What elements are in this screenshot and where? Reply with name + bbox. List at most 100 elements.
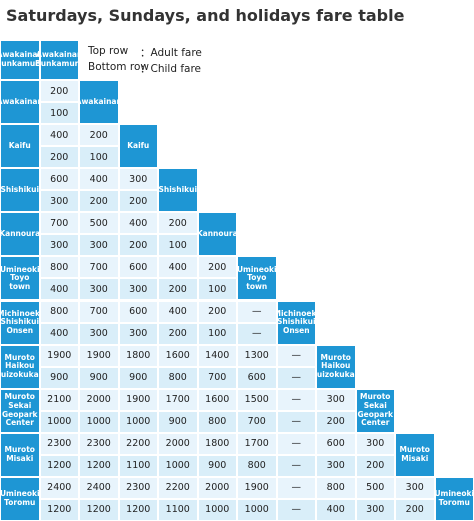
adult-fare: 800: [39, 256, 79, 279]
child-fare: 600: [237, 366, 277, 389]
child-fare: 1000: [118, 410, 158, 433]
adult-fare: 2300: [118, 476, 158, 499]
legend-label: Top row: [88, 45, 129, 57]
adult-fare: 1900: [39, 344, 79, 367]
child-fare: 300: [79, 234, 119, 257]
child-fare: 1000: [237, 498, 277, 521]
child-fare: 300: [316, 454, 356, 477]
child-fare: 200: [316, 410, 356, 433]
child-fare: 1000: [39, 410, 79, 433]
adult-fare: 1600: [197, 388, 237, 411]
adult-fare: —: [276, 388, 316, 411]
row-station: Muroto Haikou Suizokukan: [0, 344, 44, 389]
row-station: Muroto Sekai Geopark Center: [0, 388, 40, 433]
adult-fare: 300: [118, 168, 158, 191]
child-fare: 1200: [39, 498, 79, 521]
adult-fare: 2400: [39, 476, 79, 499]
adult-fare: 500: [355, 476, 395, 499]
column-station: Awakainan: [76, 80, 122, 125]
child-fare: 900: [158, 410, 198, 433]
child-fare: 1200: [79, 498, 119, 521]
child-fare: 300: [79, 322, 119, 345]
child-fare: 1000: [197, 498, 237, 521]
adult-fare: 2300: [79, 432, 119, 455]
adult-fare: 1800: [118, 344, 158, 367]
adult-fare: 1800: [197, 432, 237, 455]
child-fare: 400: [316, 498, 356, 521]
child-fare: —: [276, 410, 316, 433]
title: Saturdays, Sundays, and holidays fare ta…: [6, 6, 405, 25]
child-fare: 1200: [118, 498, 158, 521]
legend-meaning: ：Adult fare: [140, 47, 202, 59]
child-fare: 900: [197, 454, 237, 477]
adult-fare: 1700: [158, 388, 198, 411]
adult-fare: 2000: [197, 476, 237, 499]
child-fare: 200: [395, 498, 435, 521]
row-station: Awakainan Bunkamura: [0, 40, 44, 80]
adult-fare: 2100: [39, 388, 79, 411]
row-station: Awakainan: [0, 80, 43, 125]
adult-fare: —: [276, 344, 316, 367]
child-fare: 300: [39, 234, 79, 257]
adult-fare: 300: [355, 432, 395, 455]
adult-fare: 200: [197, 300, 237, 323]
child-fare: 300: [118, 322, 158, 345]
child-fare: 1200: [39, 454, 79, 477]
child-fare: 100: [39, 102, 79, 125]
adult-fare: 2400: [79, 476, 119, 499]
row-station: Umineoki Toyo town: [0, 256, 40, 301]
adult-fare: 200: [79, 124, 119, 147]
adult-fare: 1700: [237, 432, 277, 455]
child-fare: 1200: [79, 454, 119, 477]
column-station: Muroto Haikou Suizokukan: [311, 344, 360, 389]
child-fare: 300: [118, 278, 158, 301]
column-station: Muroto Misaki: [395, 432, 435, 477]
row-station: Michinoeki Shishikui Onsen: [0, 300, 43, 345]
adult-fare: 400: [118, 212, 158, 235]
child-fare: —: [276, 498, 316, 521]
child-fare: 300: [79, 278, 119, 301]
adult-fare: 600: [118, 256, 158, 279]
adult-fare: 2000: [158, 432, 198, 455]
adult-fare: 700: [79, 300, 119, 323]
adult-fare: 600: [39, 168, 79, 191]
child-fare: 900: [118, 366, 158, 389]
child-fare: 300: [355, 498, 395, 521]
row-station: Muroto Misaki: [0, 432, 40, 477]
adult-fare: 300: [395, 476, 435, 499]
child-fare: —: [276, 366, 316, 389]
child-fare: 100: [79, 146, 119, 169]
child-fare: 700: [197, 366, 237, 389]
child-fare: 900: [79, 366, 119, 389]
child-fare: 300: [39, 190, 79, 213]
child-fare: 100: [158, 234, 198, 257]
legend-label: Bottom row: [88, 61, 149, 73]
adult-fare: —: [276, 476, 316, 499]
adult-fare: 700: [39, 212, 79, 235]
adult-fare: 200: [39, 80, 79, 103]
row-station: Shishikui: [0, 168, 40, 213]
child-fare: 200: [79, 190, 119, 213]
child-fare: 400: [39, 322, 79, 345]
child-fare: 1100: [118, 454, 158, 477]
child-fare: 200: [158, 278, 198, 301]
column-station: Muroto Sekai Geopark Center: [355, 388, 395, 433]
adult-fare: 2200: [118, 432, 158, 455]
child-fare: 1000: [158, 454, 198, 477]
adult-fare: 2200: [158, 476, 198, 499]
adult-fare: 200: [158, 212, 198, 235]
child-fare: 800: [158, 366, 198, 389]
child-fare: 800: [197, 410, 237, 433]
child-fare: 1000: [79, 410, 119, 433]
adult-fare: —: [237, 300, 277, 323]
child-fare: 700: [237, 410, 277, 433]
column-station: Umineoki Toyo town: [237, 256, 277, 301]
adult-fare: 1300: [237, 344, 277, 367]
column-station: Shishikui: [158, 168, 198, 213]
column-station: Michinoeki Shishikui Onsen: [273, 300, 319, 345]
child-fare: 100: [197, 278, 237, 301]
child-fare: 200: [118, 234, 158, 257]
row-station: Kannoura: [0, 212, 40, 257]
adult-fare: 700: [79, 256, 119, 279]
